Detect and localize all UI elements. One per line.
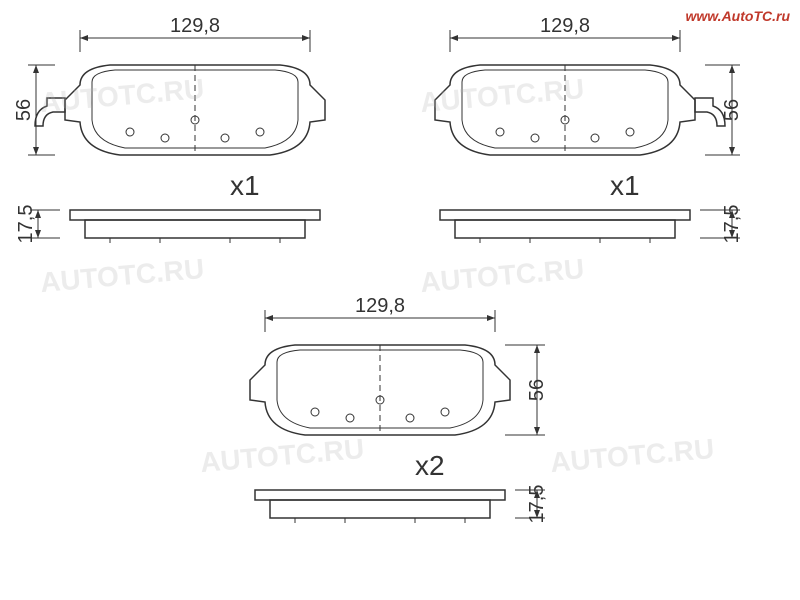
quantity-label: x1 [230,170,260,201]
technical-drawing: 129,8 56 x1 17,5 129,8 [0,0,800,600]
pad-unit-top-left: 129,8 56 x1 17,5 [13,15,325,243]
dim-width: 129,8 [355,295,405,317]
dim-width: 129,8 [540,15,590,37]
dim-thickness: 17,5 [721,205,743,244]
quantity-label: x2 [415,450,445,481]
dim-height: 56 [526,379,548,401]
url-watermark: www.AutoTC.ru [686,8,790,24]
quantity-label: x1 [610,170,640,201]
dim-thickness: 17,5 [15,205,37,244]
pad-unit-bottom: 129,8 56 x2 17,5 [250,295,548,523]
dim-height: 56 [13,99,35,121]
dim-width: 129,8 [170,15,220,37]
dim-height: 56 [721,99,743,121]
pad-unit-top-right: 129,8 56 x1 17,5 [435,15,743,243]
dim-thickness: 17,5 [526,485,548,524]
